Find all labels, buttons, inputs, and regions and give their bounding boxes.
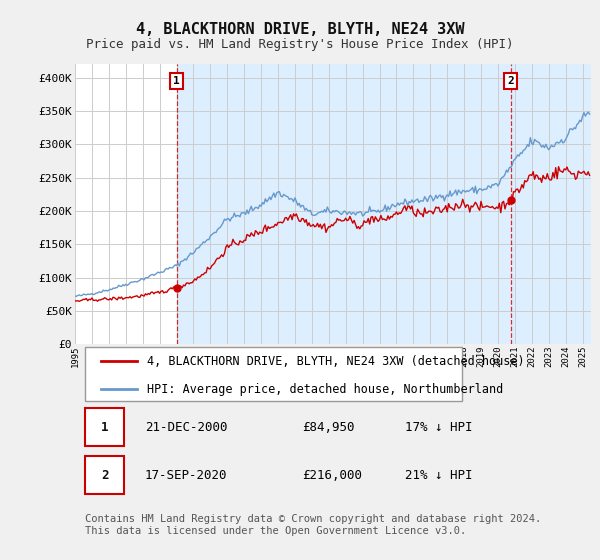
Text: Price paid vs. HM Land Registry's House Price Index (HPI): Price paid vs. HM Land Registry's House … [86, 38, 514, 50]
Text: £84,950: £84,950 [302, 421, 355, 434]
Text: £216,000: £216,000 [302, 469, 362, 482]
FancyBboxPatch shape [85, 347, 462, 401]
Text: 1: 1 [101, 421, 109, 434]
Text: 21% ↓ HPI: 21% ↓ HPI [405, 469, 473, 482]
Text: Contains HM Land Registry data © Crown copyright and database right 2024.
This d: Contains HM Land Registry data © Crown c… [85, 515, 542, 536]
Text: 2: 2 [507, 76, 514, 86]
FancyBboxPatch shape [85, 456, 124, 494]
Bar [176, 64, 591, 344]
Text: 1: 1 [173, 76, 180, 86]
FancyBboxPatch shape [85, 408, 124, 446]
Text: HPI: Average price, detached house, Northumberland: HPI: Average price, detached house, Nort… [147, 383, 503, 396]
Text: 17% ↓ HPI: 17% ↓ HPI [405, 421, 473, 434]
Text: 4, BLACKTHORN DRIVE, BLYTH, NE24 3XW (detached house): 4, BLACKTHORN DRIVE, BLYTH, NE24 3XW (de… [147, 354, 525, 367]
Text: 21-DEC-2000: 21-DEC-2000 [145, 421, 227, 434]
Text: 17-SEP-2020: 17-SEP-2020 [145, 469, 227, 482]
Text: 4, BLACKTHORN DRIVE, BLYTH, NE24 3XW: 4, BLACKTHORN DRIVE, BLYTH, NE24 3XW [136, 22, 464, 38]
Text: 2: 2 [101, 469, 109, 482]
